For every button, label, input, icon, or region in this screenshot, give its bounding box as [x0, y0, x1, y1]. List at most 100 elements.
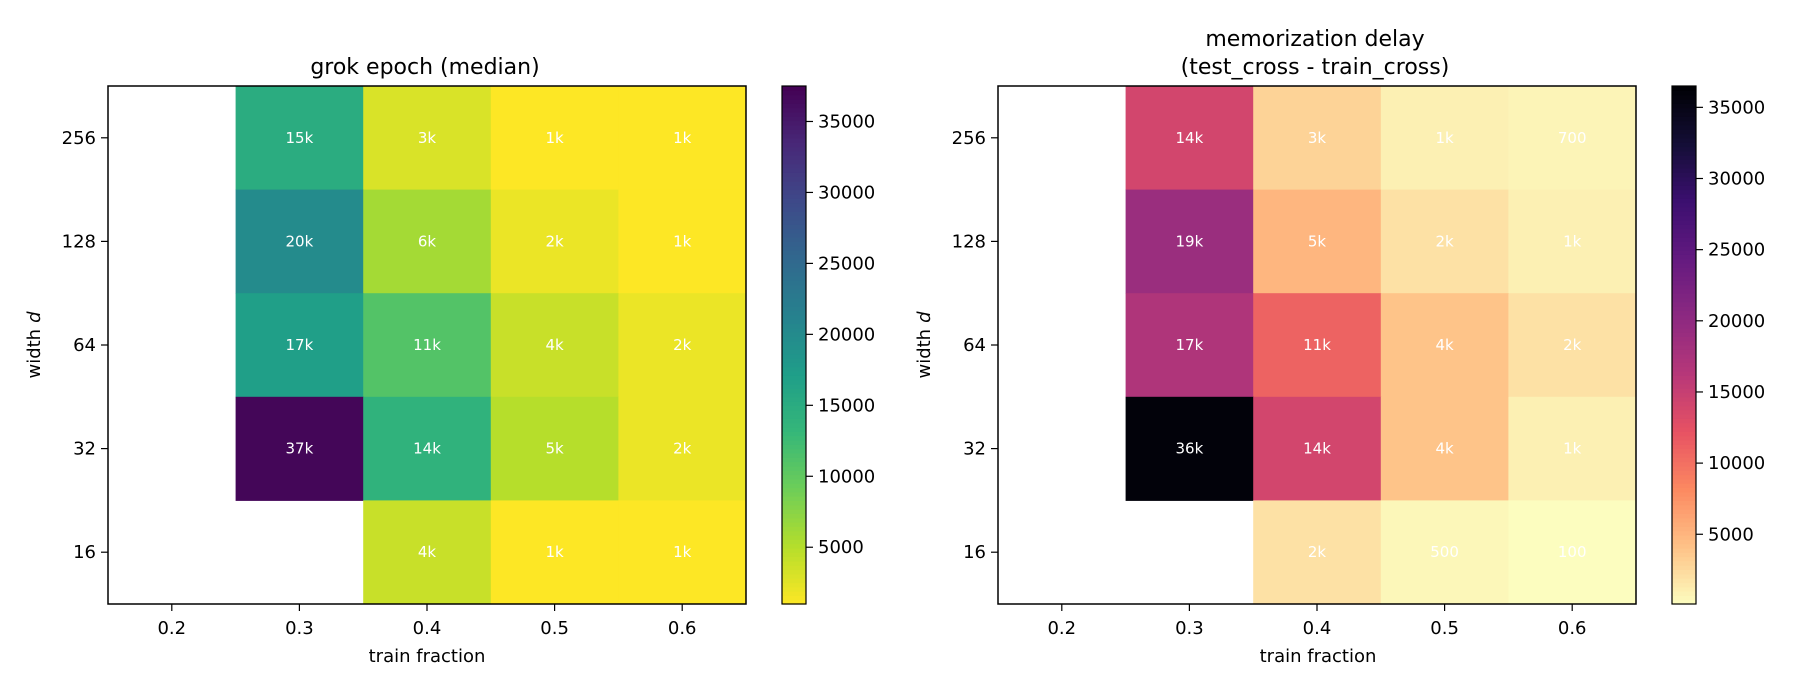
colorbar-segment: [782, 422, 806, 428]
x-tick-label: 0.3: [1175, 618, 1204, 639]
heatmap-cell: [490, 86, 619, 191]
chart-subtitle: (test_cross - train_cross): [1181, 55, 1450, 80]
colorbar-segment: [1672, 189, 1696, 195]
colorbar-segment: [1672, 129, 1696, 135]
colorbar-segment: [1672, 414, 1696, 419]
heatmap-cell: [1380, 293, 1509, 398]
cell-label: 11k: [413, 336, 441, 354]
colorbar-segment: [1672, 142, 1696, 148]
colorbar-segment: [1672, 137, 1696, 143]
colorbar-segment: [782, 470, 806, 476]
colorbar-segment: [782, 163, 806, 169]
colorbar-segment: [782, 565, 806, 571]
colorbar-segment: [782, 392, 806, 398]
y-axis-label: width d: [914, 311, 935, 379]
colorbar-segment: [782, 491, 806, 497]
y-tick-label: 128: [62, 231, 96, 252]
colorbar: 5000 10000 15000 20000 25000 30000 35000: [1671, 85, 1765, 605]
y-axis-label: width d: [24, 311, 45, 379]
colorbar-segment: [1672, 452, 1696, 458]
colorbar-segment: [1672, 357, 1696, 363]
colorbar-segment: [782, 215, 806, 221]
colorbar-tick-label: 10000: [1708, 453, 1765, 474]
heatmap-cell: [1508, 293, 1637, 398]
cell-label: 1k: [673, 129, 692, 147]
colorbar-segment: [782, 534, 806, 540]
colorbar-segment: [782, 427, 806, 432]
colorbar-segment: [782, 517, 806, 523]
colorbar-segment: [1672, 578, 1696, 584]
colorbar-segment: [1672, 301, 1696, 307]
x-tick-label: 0.5: [540, 618, 569, 639]
colorbar-segment: [782, 504, 806, 510]
x-tick-label: 0.3: [285, 618, 314, 639]
cell-label: 1k: [673, 232, 692, 250]
colorbar-segment: [782, 245, 806, 251]
colorbar-frame: [1671, 85, 1697, 605]
heatmap-cell: [1380, 500, 1509, 605]
colorbar-segment: [1672, 444, 1696, 450]
colorbar: 5000 10000 15000 20000 25000 30000 35000: [781, 85, 875, 605]
colorbar-segment: [1672, 306, 1696, 312]
colorbar-segment: [1672, 409, 1696, 415]
colorbar-segment: [782, 155, 806, 160]
heatmap-cell: [618, 293, 747, 398]
colorbar-segment: [1672, 435, 1696, 441]
cell-label: 100: [1558, 543, 1587, 561]
cell-label: 6k: [418, 232, 437, 250]
colorbar-segment: [1672, 172, 1696, 178]
heatmap-cell: [363, 86, 492, 191]
colorbar-segment: [1672, 418, 1696, 424]
colorbar-segment: [1672, 323, 1696, 329]
x-tick-label: 0.6: [1558, 618, 1587, 639]
colorbar-segment: [1672, 539, 1696, 545]
colorbar-segment: [782, 444, 806, 450]
colorbar-segment: [782, 418, 806, 424]
colorbar-segment: [1672, 111, 1696, 117]
y-axis-label-var: d: [914, 311, 935, 323]
y-tick-label: 64: [73, 335, 96, 356]
colorbar-segment: [782, 193, 806, 199]
colorbar-segment: [1672, 215, 1696, 221]
colorbar-segment: [1672, 362, 1696, 368]
colorbar-segment: [782, 530, 806, 536]
colorbar-segment: [1672, 366, 1696, 372]
colorbar-tick-label: 20000: [818, 324, 875, 345]
colorbar-segment: [782, 345, 806, 350]
colorbar-segment: [782, 293, 806, 299]
colorbar-segment: [1672, 280, 1696, 286]
colorbar-segment: [782, 250, 806, 255]
heatmap-cell: [1253, 189, 1382, 294]
colorbar-segment: [782, 133, 806, 139]
y-tick-label: 16: [963, 542, 986, 563]
chart-title: grok epoch (median): [310, 55, 539, 80]
colorbar-segment: [1672, 232, 1696, 238]
cell-label: 1k: [1563, 232, 1582, 250]
colorbar-segment: [782, 500, 806, 506]
colorbar-segment: [782, 241, 806, 247]
colorbar-segment: [782, 431, 806, 437]
heatmap-cell: [490, 500, 619, 605]
colorbar-segment: [782, 556, 806, 562]
colorbar-segment: [1672, 340, 1696, 346]
colorbar-segment: [782, 185, 806, 191]
colorbar-segment: [1672, 146, 1696, 152]
colorbar-segment: [782, 211, 806, 217]
colorbar-segment: [782, 168, 806, 173]
colorbar-segment: [1672, 168, 1696, 173]
colorbar-segment: [1672, 353, 1696, 359]
heatmap-cell: [618, 189, 747, 294]
colorbar-segment: [1672, 500, 1696, 506]
colorbar-segment: [782, 254, 806, 260]
colorbar-segment: [1672, 254, 1696, 260]
colorbar-tick-label: 20000: [1708, 311, 1765, 332]
cell-label: 3k: [1308, 129, 1327, 147]
cell-label: 17k: [1176, 336, 1204, 354]
colorbar-segment: [1672, 521, 1696, 527]
colorbar-segment: [782, 336, 806, 342]
cell-label: 4k: [545, 336, 564, 354]
heatmap-cell: [618, 396, 747, 501]
colorbar-segment: [1672, 401, 1696, 407]
colorbar-segment: [1672, 405, 1696, 411]
colorbar-segment: [782, 116, 806, 122]
